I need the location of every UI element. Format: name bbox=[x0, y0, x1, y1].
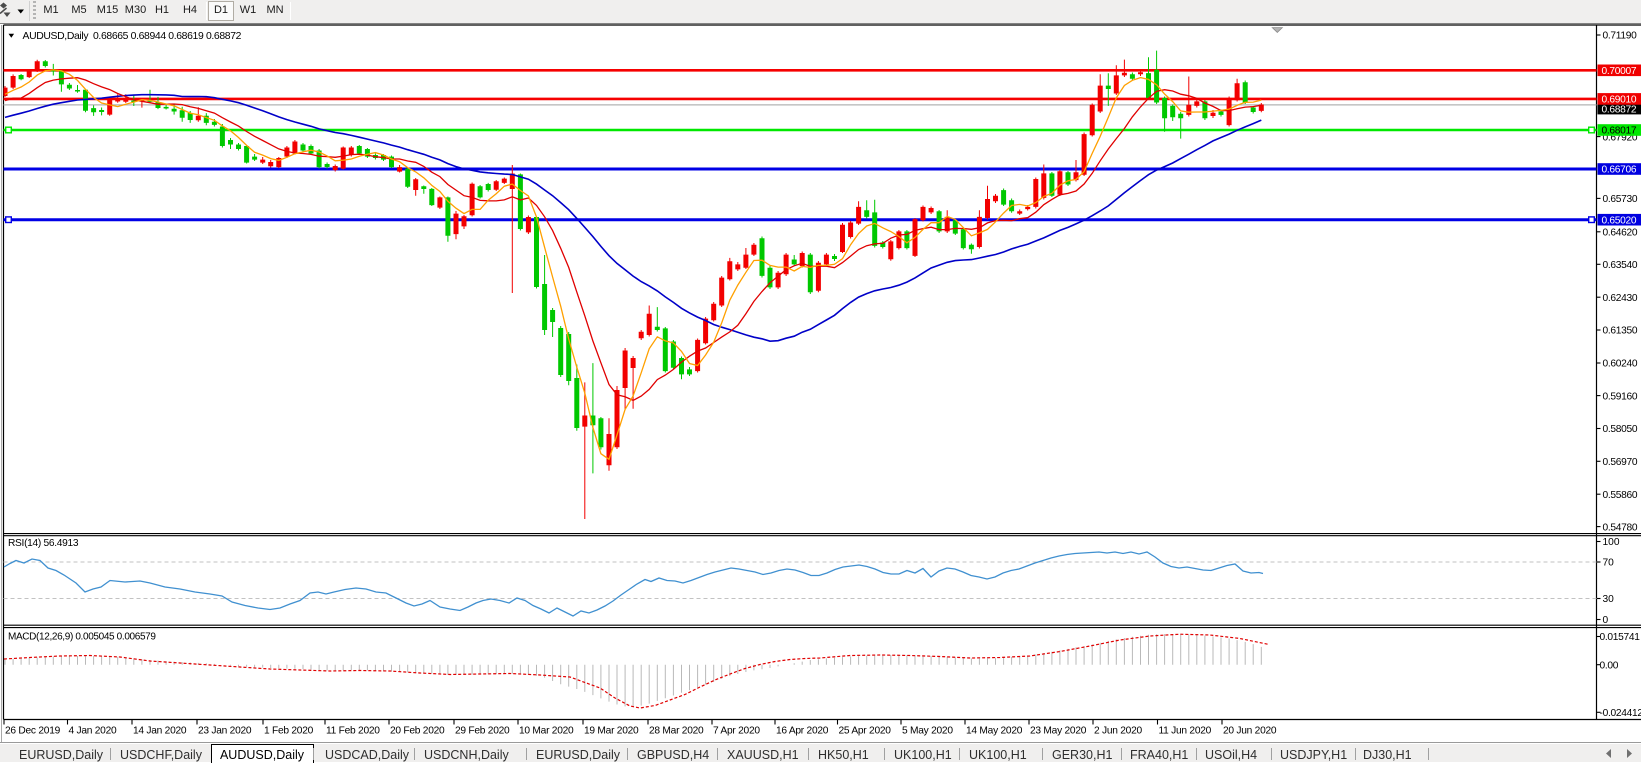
svg-text:0.68665 0.68944 0.68619 0.6887: 0.68665 0.68944 0.68619 0.68872 bbox=[93, 31, 242, 42]
svg-text:0: 0 bbox=[1603, 615, 1609, 626]
svg-text:AUDUSD,Daily: AUDUSD,Daily bbox=[23, 31, 90, 42]
svg-text:20 Feb 2020: 20 Feb 2020 bbox=[390, 726, 445, 737]
svg-text:70: 70 bbox=[1603, 558, 1615, 569]
svg-text:23 Jan 2020: 23 Jan 2020 bbox=[198, 726, 252, 737]
svg-text:25 Apr 2020: 25 Apr 2020 bbox=[839, 726, 892, 737]
svg-text:0.68017: 0.68017 bbox=[1602, 126, 1637, 137]
svg-text:0.58050: 0.58050 bbox=[1603, 424, 1638, 435]
svg-text:10 Mar 2020: 10 Mar 2020 bbox=[519, 726, 574, 737]
svg-text:0.55860: 0.55860 bbox=[1603, 490, 1638, 501]
svg-text:11 Jun 2020: 11 Jun 2020 bbox=[1159, 726, 1212, 737]
svg-text:7 Apr 2020: 7 Apr 2020 bbox=[713, 726, 760, 737]
svg-text:0.015741: 0.015741 bbox=[1600, 632, 1641, 643]
svg-text:0.56970: 0.56970 bbox=[1603, 457, 1638, 468]
svg-text:0.70007: 0.70007 bbox=[1602, 66, 1637, 77]
svg-text:0.54780: 0.54780 bbox=[1603, 522, 1638, 533]
svg-text:16 Apr 2020: 16 Apr 2020 bbox=[776, 726, 829, 737]
svg-text:5 May 2020: 5 May 2020 bbox=[902, 726, 953, 737]
svg-text:1 Feb 2020: 1 Feb 2020 bbox=[264, 726, 314, 737]
svg-text:14 May 2020: 14 May 2020 bbox=[966, 726, 1023, 737]
svg-text:20 Jun 2020: 20 Jun 2020 bbox=[1223, 726, 1277, 737]
svg-text:0.68872: 0.68872 bbox=[1602, 104, 1637, 115]
svg-text:RSI(14) 56.4913: RSI(14) 56.4913 bbox=[8, 538, 79, 549]
svg-text:26 Dec 2019: 26 Dec 2019 bbox=[5, 726, 61, 737]
svg-text:0.60240: 0.60240 bbox=[1603, 359, 1638, 370]
svg-text:4 Jan 2020: 4 Jan 2020 bbox=[69, 726, 117, 737]
svg-text:19 Mar 2020: 19 Mar 2020 bbox=[584, 726, 639, 737]
svg-text:29 Feb 2020: 29 Feb 2020 bbox=[455, 726, 510, 737]
svg-text:0.66706: 0.66706 bbox=[1602, 165, 1637, 176]
svg-text:0.62430: 0.62430 bbox=[1603, 293, 1638, 304]
svg-text:2 Jun 2020: 2 Jun 2020 bbox=[1094, 726, 1142, 737]
svg-text:23 May 2020: 23 May 2020 bbox=[1030, 726, 1087, 737]
svg-text:11 Feb 2020: 11 Feb 2020 bbox=[326, 726, 380, 737]
svg-text:30: 30 bbox=[1603, 594, 1615, 605]
svg-text:0.63540: 0.63540 bbox=[1603, 260, 1638, 271]
svg-text:0.65020: 0.65020 bbox=[1602, 215, 1637, 226]
svg-text:MACD(12,26,9) 0.005045 0.00657: MACD(12,26,9) 0.005045 0.006579 bbox=[8, 632, 156, 643]
svg-text:0.61350: 0.61350 bbox=[1603, 326, 1638, 337]
svg-text:0.00: 0.00 bbox=[1600, 660, 1619, 671]
svg-text:100: 100 bbox=[1603, 537, 1620, 548]
svg-text:0.71190: 0.71190 bbox=[1603, 31, 1638, 42]
svg-text:14 Jan 2020: 14 Jan 2020 bbox=[133, 726, 187, 737]
svg-text:0.59160: 0.59160 bbox=[1603, 391, 1638, 402]
svg-text:-0.024412: -0.024412 bbox=[1600, 708, 1641, 719]
svg-text:28 Mar 2020: 28 Mar 2020 bbox=[649, 726, 704, 737]
svg-text:0.64620: 0.64620 bbox=[1603, 228, 1638, 239]
svg-text:0.65730: 0.65730 bbox=[1603, 194, 1638, 205]
svg-text:0.69010: 0.69010 bbox=[1602, 95, 1637, 106]
